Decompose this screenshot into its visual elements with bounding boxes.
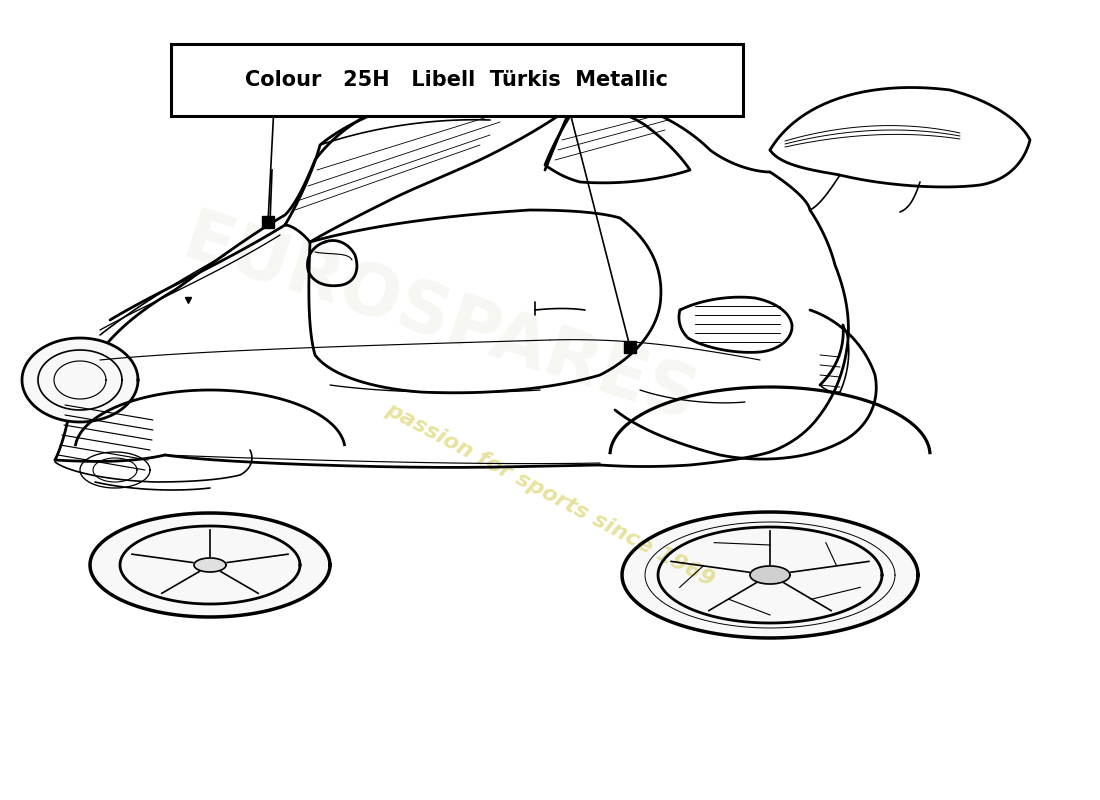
Polygon shape (194, 558, 226, 572)
Polygon shape (90, 513, 330, 617)
Text: Colour   25H   Libell  Türkis  Metallic: Colour 25H Libell Türkis Metallic (245, 70, 668, 90)
Bar (170, 44, 742, 116)
Text: passion for sports since 1969: passion for sports since 1969 (382, 399, 718, 590)
Polygon shape (22, 338, 138, 422)
Bar (624, 341, 636, 353)
Text: EUROSPARES: EUROSPARES (174, 204, 706, 436)
Polygon shape (623, 512, 918, 638)
Bar (262, 216, 274, 228)
Polygon shape (750, 566, 790, 584)
